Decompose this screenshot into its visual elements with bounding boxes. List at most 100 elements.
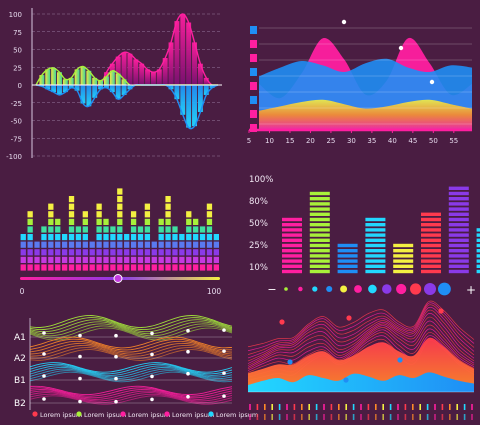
equalizer-cell (151, 264, 157, 271)
equalizer-cell (124, 256, 130, 263)
wave-bar (186, 22, 192, 85)
equalizer-cell (137, 249, 144, 256)
x-tick-mark (412, 404, 414, 410)
equalizer-cell (41, 256, 47, 263)
equalizer-cell (137, 264, 144, 271)
percent-bar-segment (421, 259, 441, 263)
legend-size-dot (284, 287, 288, 291)
panel-percent-bars-chart: 100% 80% 50% 25% 10% − + (249, 175, 480, 297)
wave-bar (203, 77, 209, 85)
equalizer-cell (117, 203, 123, 210)
band-marker (186, 371, 190, 376)
percent-bar-segment (309, 259, 330, 263)
equalizer-cell (117, 249, 123, 256)
legend-size-dot (437, 282, 451, 296)
equalizer-cell (96, 234, 102, 241)
equalizer-cell (89, 249, 95, 256)
equalizer-cell (34, 241, 40, 248)
equalizer-cell (103, 226, 109, 233)
equalizer-cell (55, 226, 61, 233)
band-line (29, 366, 233, 378)
percent-bar-segment (448, 243, 469, 248)
band-marker (150, 331, 154, 336)
x-tick-mark (301, 404, 303, 410)
equalizer-cell (151, 249, 157, 256)
legend-size-dot (312, 286, 318, 292)
equalizer-cell (144, 218, 151, 225)
band-line (29, 388, 233, 399)
x-tick-mark (367, 414, 370, 420)
wave-outline (35, 83, 219, 130)
band-line (29, 349, 233, 361)
equalizer-cell (27, 241, 33, 248)
percent-bar-segment (476, 238, 480, 242)
y-tick-label: 0 (18, 82, 22, 90)
percent-bar-segment (309, 254, 330, 258)
x-tick-mark (278, 404, 281, 410)
percent-bar-segment (448, 217, 469, 222)
equalizer-cell (55, 249, 61, 256)
percent-bar-segment (421, 212, 441, 216)
wave-bar (192, 42, 197, 85)
equalizer-cell (130, 264, 137, 271)
band-marker (150, 352, 154, 357)
x-tick-label: 35 (367, 137, 376, 145)
equalizer-cell (68, 264, 75, 271)
equalizer-cell (117, 226, 123, 233)
equalizer-cell (206, 234, 213, 241)
band-line (29, 392, 233, 402)
x-tick-label: 45 (408, 137, 417, 145)
x-tick-mark (278, 414, 281, 420)
legend-label: Lorem ipsum (172, 411, 214, 419)
percent-bar-segment (476, 233, 480, 237)
row-label: B1 (14, 376, 26, 386)
wave-bar (150, 72, 156, 85)
equalizer-cell (48, 226, 54, 233)
band-line (29, 395, 233, 405)
y-tick-label: 50 (13, 47, 22, 55)
equalizer-cell (110, 256, 116, 263)
legend-dot (164, 411, 170, 417)
equalizer-cell (165, 241, 171, 248)
x-tick-mark (434, 414, 436, 420)
wave-bar (133, 59, 139, 85)
side-swatch (250, 82, 257, 90)
equalizer-cell (165, 211, 171, 218)
band-line (29, 365, 233, 376)
equalizer-cell (193, 249, 199, 256)
x-tick-mark (375, 414, 377, 420)
x-tick-mark (375, 404, 377, 410)
percent-bar-segment (448, 259, 469, 263)
band-line (29, 347, 233, 359)
equalizer-cell (172, 264, 178, 271)
equalizer-cell (117, 218, 123, 225)
equalizer-cell (20, 249, 26, 256)
band-line (29, 370, 233, 381)
x-tick-mark (323, 414, 325, 420)
side-swatch (250, 68, 257, 76)
mountain-line (247, 328, 475, 371)
mountain-line (247, 302, 475, 352)
equalizer-cell (117, 241, 123, 248)
percent-bar-segment (337, 259, 358, 263)
wave-bar (80, 66, 86, 85)
percent-bar-segment (365, 217, 386, 222)
equalizer-cell (96, 203, 102, 210)
row-label: A2 (14, 354, 26, 364)
percent-bar-segment (282, 238, 302, 242)
x-tick-mark (315, 404, 318, 410)
side-swatch (250, 96, 257, 104)
equalizer-cell (41, 226, 47, 233)
percent-bar-segment (282, 264, 302, 268)
equalizer-cell (27, 226, 33, 233)
peak-dot (398, 45, 404, 51)
band-line (29, 390, 233, 400)
wave-bar (115, 85, 121, 100)
mountain-line (247, 320, 475, 368)
band-marker (114, 333, 118, 338)
x-tick-mark (412, 414, 414, 420)
band-marker (42, 352, 46, 356)
percent-bar-segment (365, 243, 386, 248)
equalizer-cell (172, 241, 178, 248)
equalizer-cell (103, 218, 109, 225)
